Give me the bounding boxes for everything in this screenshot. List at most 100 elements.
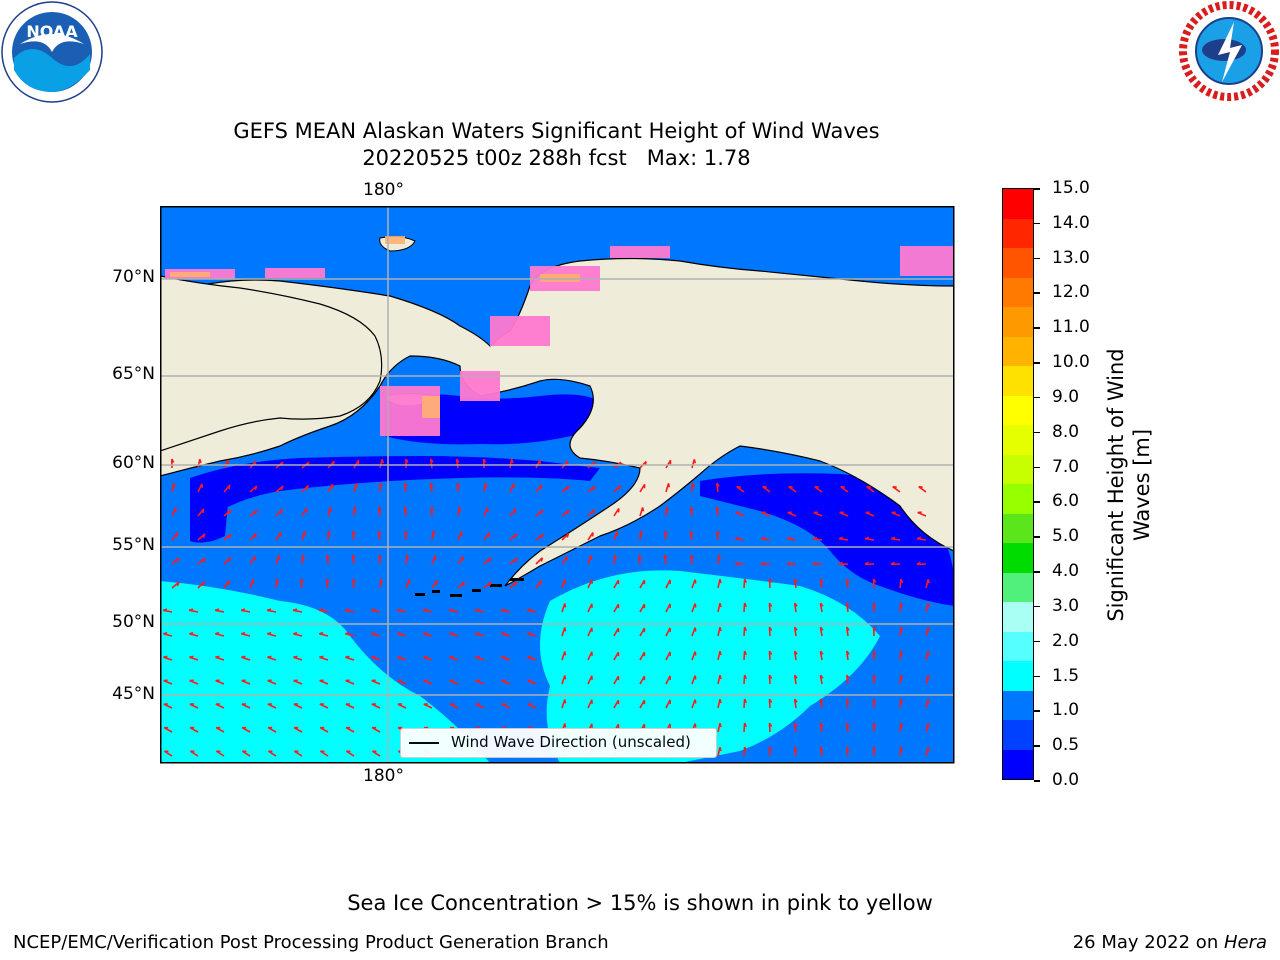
wind-wave-arrow-head — [819, 626, 824, 631]
wind-wave-arrow-head — [462, 581, 466, 586]
colorbar-tick-label: 14.0 — [1052, 212, 1090, 233]
wind-wave-arrow-head — [252, 579, 255, 584]
wind-wave-arrow-head — [614, 554, 618, 560]
wind-wave-arrow-head — [846, 722, 850, 727]
wind-wave-arrow-head — [540, 509, 544, 514]
wind-wave-arrow-head — [694, 699, 697, 704]
calm-region-gulf — [700, 473, 954, 606]
lat-label-60n: 60°N — [112, 453, 155, 473]
wind-wave-arrow-head — [327, 530, 331, 535]
colorbar-tick-mark — [1034, 292, 1040, 294]
wind-wave-arrow-head — [514, 533, 518, 538]
colorbar-tick-label: 0.0 — [1052, 770, 1080, 790]
wind-wave-arrow-head — [380, 578, 384, 584]
wind-wave-arrow-head — [202, 533, 206, 538]
wind-wave-arrow-head — [663, 554, 668, 559]
footer-credit: NCEP/EMC/Verification Post Processing Pr… — [13, 932, 609, 953]
colorbar-tick-mark — [1034, 675, 1040, 678]
wind-wave-arrow-head — [786, 561, 791, 566]
wind-wave-arrow-head — [564, 699, 567, 704]
wind-wave-arrow-head — [846, 626, 850, 631]
wind-wave-arrow-head — [890, 536, 896, 540]
wind-wave-arrow-head — [526, 608, 532, 612]
wind-wave-arrow-head — [527, 655, 532, 658]
colorbar-tick-label: 15.0 — [1052, 178, 1090, 198]
footer-machine: Hera — [1223, 932, 1267, 953]
wind-wave-arrow-head — [592, 509, 596, 514]
wind-wave-arrow-head — [872, 626, 877, 631]
wind-wave-arrow-head — [202, 508, 205, 514]
wind-wave-arrow-head — [405, 458, 409, 463]
wind-wave-arrow-head — [743, 650, 748, 655]
sea-ice-note: Sea Ice Concentration > 15% is shown in … — [347, 891, 933, 915]
wind-wave-arrow-head — [303, 531, 307, 536]
colorbar-segment — [1003, 189, 1033, 219]
wind-wave-arrow-head — [406, 554, 410, 560]
colorbar-tick-mark — [1034, 710, 1040, 712]
colorbar-segment — [1003, 307, 1033, 337]
noaa-logo-text: NOAA — [26, 22, 78, 41]
colorbar-segment — [1003, 248, 1033, 278]
wind-wave-arrow-head — [819, 746, 824, 751]
wind-wave-arrow-head — [189, 631, 194, 635]
colorbar-tick-label: 3.0 — [1052, 595, 1080, 616]
wind-wave-arrow-head — [371, 655, 376, 658]
wind-wave-arrow-head — [163, 655, 168, 658]
wind-wave-arrow-head — [872, 602, 877, 607]
colorbar-segment — [1003, 395, 1033, 425]
colorbar-tick-label: 0.5 — [1052, 735, 1080, 756]
wind-wave-arrow-head — [743, 602, 748, 607]
wind-wave-arrow-head — [768, 626, 773, 631]
wind-wave-arrow-head — [344, 608, 350, 612]
wind-wave-arrow-head — [768, 650, 773, 655]
wind-wave-arrow-head — [432, 530, 436, 536]
wind-wave-arrow-head — [423, 655, 428, 658]
wind-wave-arrow-head — [267, 631, 272, 635]
lat-label-70n: 70°N — [112, 267, 155, 287]
colorbar-tick-mark — [1034, 466, 1040, 469]
wind-wave-arrow-head — [566, 533, 570, 538]
wind-wave-arrow-head — [794, 674, 798, 679]
wind-wave-arrow-head — [694, 651, 697, 656]
wind-wave-arrow-head — [900, 626, 904, 632]
wind-wave-arrow-head — [449, 655, 454, 658]
wind-wave-arrow-head — [794, 698, 798, 703]
wind-wave-arrow-head — [900, 650, 904, 656]
wind-wave-arrow-head — [514, 557, 518, 563]
wind-wave-arrow-head — [734, 561, 739, 566]
wind-wave-arrow-head — [241, 631, 246, 635]
colorbar-tick-mark — [1034, 327, 1040, 329]
wind-wave-arrow-head — [715, 506, 720, 511]
wind-wave-arrow-head — [377, 530, 382, 535]
wind-wave-arrow-head — [352, 578, 356, 583]
wind-wave-arrow-head — [927, 699, 930, 704]
wind-wave-arrow-head — [846, 578, 850, 583]
colorbar-tick-mark — [1034, 536, 1040, 538]
wind-wave-arrow-head — [564, 579, 567, 584]
wind-wave-arrow-head — [690, 506, 694, 511]
wind-wave-arrow-head — [448, 608, 454, 612]
colorbar — [1002, 188, 1034, 780]
colorbar-tick-label: 5.0 — [1052, 526, 1080, 547]
lat-label-65n: 65°N — [112, 364, 155, 384]
wind-wave-arrow-head — [872, 650, 877, 655]
wind-wave-arrow-head — [345, 631, 350, 635]
wind-wave-arrow-head — [927, 603, 930, 608]
wind-wave-arrow-head — [616, 531, 619, 536]
colorbar-tick-label: 1.5 — [1052, 665, 1080, 686]
colorbar-tick-label: 7.0 — [1052, 456, 1080, 477]
colorbar-tick-label: 10.0 — [1052, 352, 1090, 373]
colorbar-tick-mark — [1034, 362, 1040, 364]
wind-wave-arrow-head — [694, 723, 697, 728]
wind-wave-arrow-head — [189, 655, 194, 658]
colorbar-segment — [1003, 513, 1033, 543]
wind-wave-arrow-head — [300, 578, 304, 583]
nws-logo — [1179, 1, 1279, 101]
colorbar-tick-mark — [1034, 431, 1040, 434]
wind-wave-arrow-head — [353, 506, 357, 511]
colorbar-segment — [1003, 366, 1033, 396]
wind-wave-arrow-head — [892, 485, 897, 489]
wind-wave-arrow-head — [254, 485, 258, 491]
wind-wave-arrow-head — [694, 675, 697, 680]
chart-title-line1: GEFS MEAN Alaskan Waters Significant Hei… — [233, 119, 880, 143]
